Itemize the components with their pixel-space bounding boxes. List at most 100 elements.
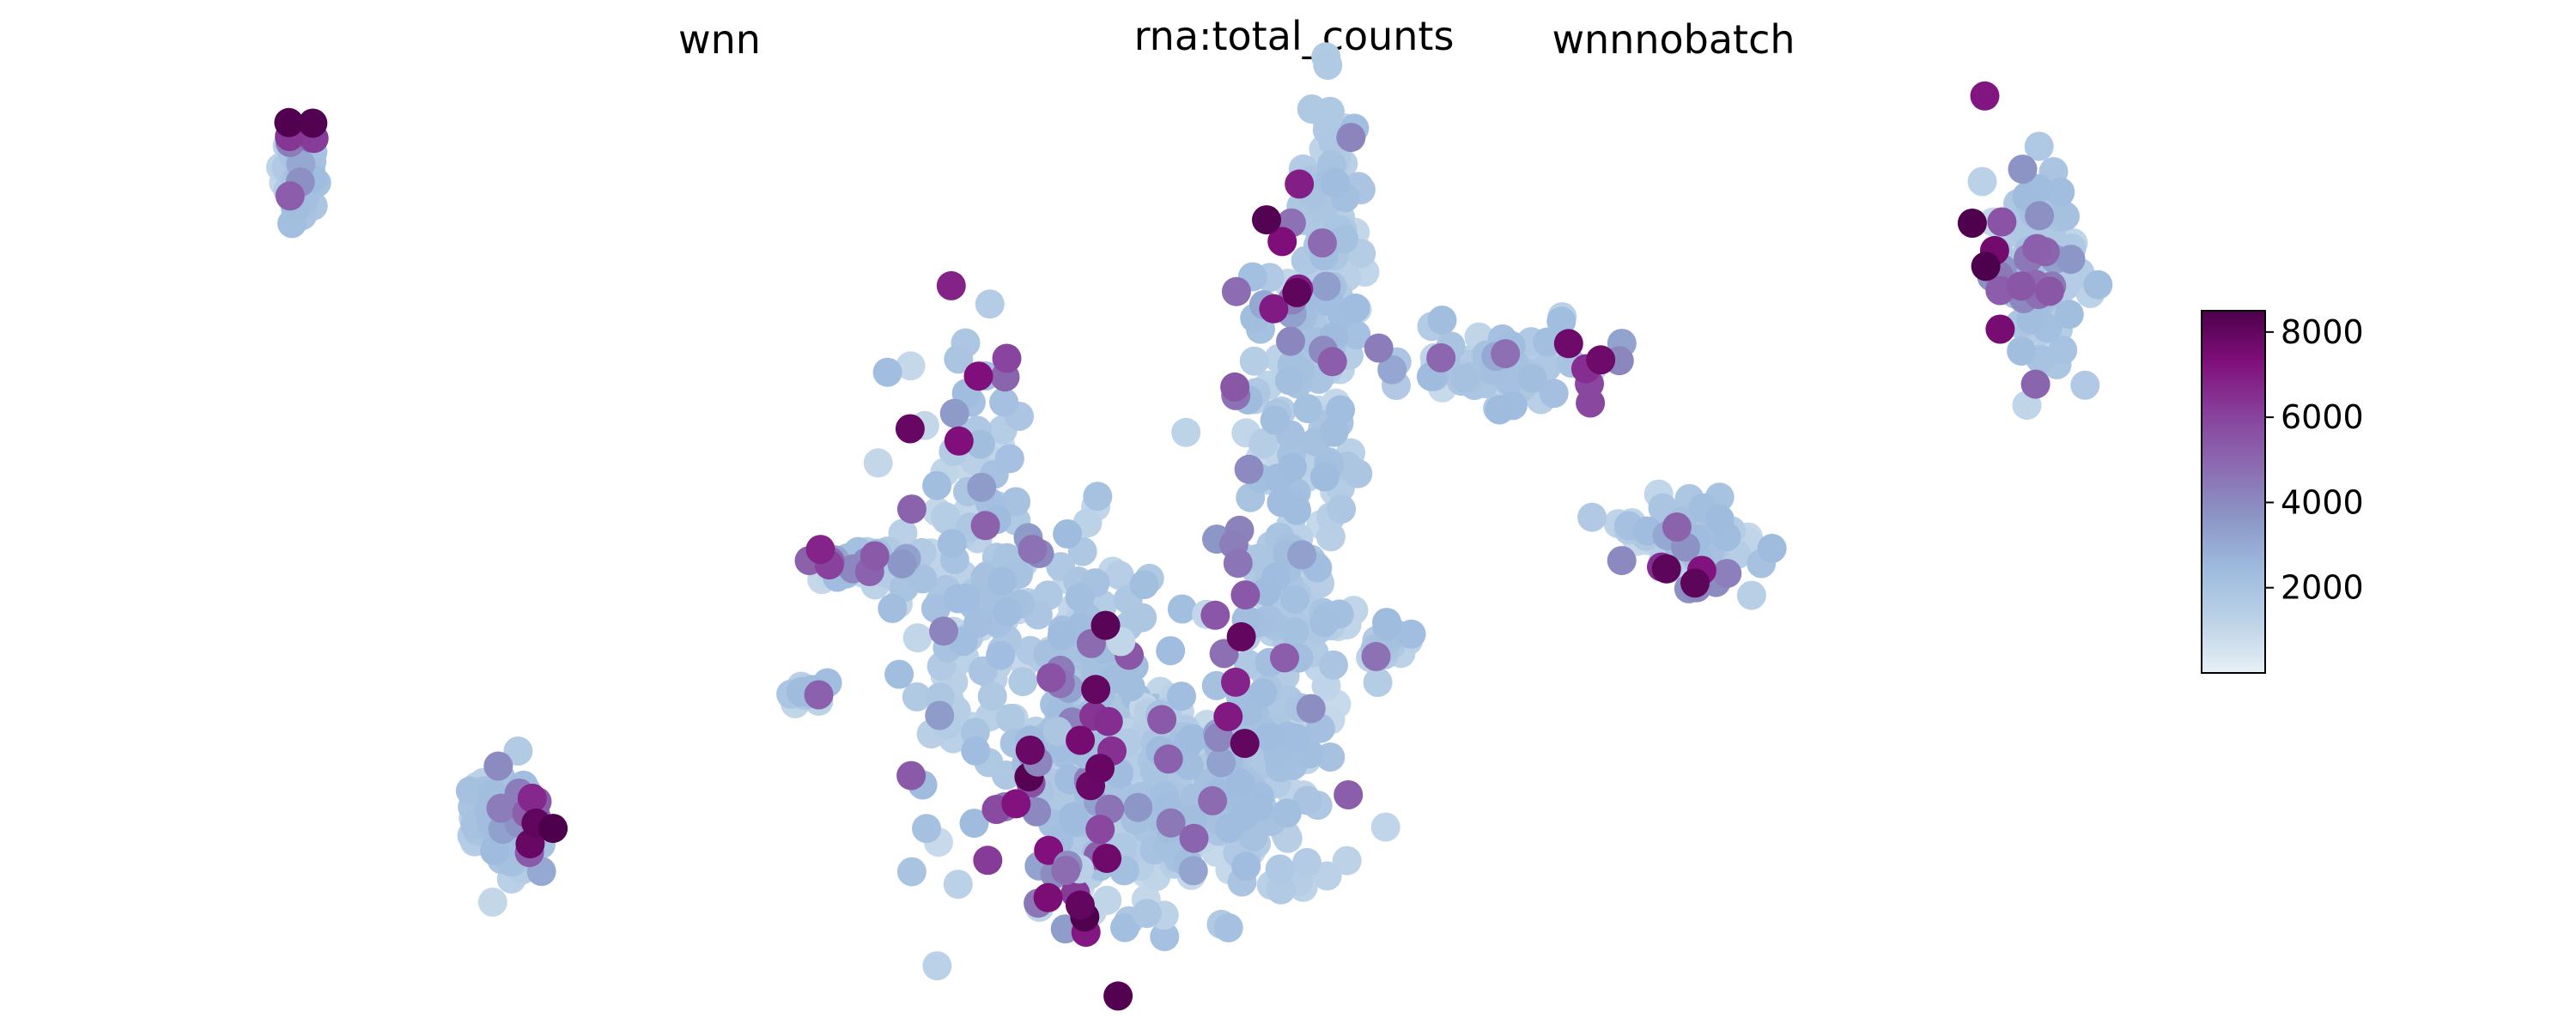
scatter-panel-wnnnobatch: [1015, 42, 2113, 942]
scatter-point: [1179, 823, 1209, 853]
scatter-point: [961, 736, 991, 766]
scatter-point: [1115, 672, 1145, 702]
scatter-point: [863, 448, 893, 478]
scatter-point: [908, 564, 938, 594]
scatter-point: [1001, 487, 1031, 517]
scatter-point: [995, 703, 1025, 733]
scatter-point: [1315, 522, 1346, 552]
scatter-point: [2056, 245, 2086, 275]
scatter-point: [1223, 548, 1253, 579]
scatter-point: [2045, 177, 2075, 207]
colorbar: 2000 4000 6000 8000: [2201, 310, 2364, 674]
scatter-point: [920, 593, 951, 623]
scatter-point: [1150, 922, 1180, 952]
colorbar-tick-label: 6000: [2281, 398, 2364, 436]
scatter-point: [1206, 748, 1236, 778]
scatter-point: [1081, 675, 1111, 705]
scatter-point: [1517, 363, 1547, 393]
scatter-point: [1363, 668, 1393, 697]
scatter-point: [1427, 306, 1457, 335]
scatter-point: [1110, 912, 1139, 942]
scatter-point: [1259, 294, 1289, 324]
scatter-point: [1287, 540, 1317, 570]
scatter-point: [1340, 293, 1370, 323]
scatter-point: [896, 351, 926, 381]
scatter-point: [967, 472, 997, 502]
scatter-point: [884, 659, 914, 689]
scatter-point: [2008, 154, 2038, 185]
scatter-point: [1065, 890, 1095, 920]
scatter-point: [1309, 608, 1340, 638]
scatter-point: [1491, 339, 1521, 369]
scatter-point: [1132, 899, 1162, 929]
scatter-point: [1704, 504, 1735, 534]
scatter-point: [1272, 798, 1302, 828]
scatter-point: [1178, 856, 1208, 886]
scatter-point: [944, 426, 974, 456]
scatter-point: [1047, 621, 1077, 651]
scatter-point: [951, 583, 981, 613]
scatter-point: [1229, 802, 1259, 832]
scatter-point: [939, 398, 969, 428]
colorbar-gradient: [2202, 311, 2265, 673]
scatter-point: [1292, 848, 1321, 877]
scatter-point: [1607, 546, 1637, 576]
scatter-point: [1282, 277, 1312, 307]
scatter-point: [860, 541, 890, 571]
scatter-point: [1239, 346, 1269, 376]
scatter-point: [1092, 885, 1122, 915]
scatter-point: [973, 845, 1003, 876]
scatter-point: [986, 640, 1016, 670]
scatter-point: [1249, 427, 1279, 457]
scatter-point: [1085, 815, 1115, 845]
scatter-point: [987, 566, 1017, 597]
scatter-point: [1651, 554, 1681, 584]
scatter-point: [896, 760, 927, 791]
colorbar-tick-label: 8000: [2281, 313, 2364, 351]
scatter-point: [1127, 603, 1157, 633]
scatter-point: [2054, 300, 2084, 330]
scatter-point: [1332, 845, 1362, 876]
colorbar-frame: [2201, 310, 2266, 674]
scatter-point: [2006, 271, 2036, 301]
scatter-point: [1361, 641, 1391, 671]
scatter-point: [1662, 512, 1692, 542]
scatter-point: [925, 700, 955, 730]
scatter-point: [1059, 802, 1088, 832]
scatter-point: [1147, 705, 1177, 735]
scatter-point: [1265, 854, 1295, 884]
scatter-point: [1230, 729, 1260, 759]
scatter-point: [1309, 462, 1340, 492]
scatter-point: [1372, 611, 1402, 641]
scatter-point: [943, 869, 973, 900]
scatter-point: [1129, 570, 1159, 600]
scatter-point: [1220, 372, 1250, 402]
scatter-point: [1091, 610, 1121, 640]
scatter-point: [1296, 694, 1326, 724]
scatter-point: [1015, 736, 1045, 765]
scatter-point: [2007, 336, 2037, 366]
scatter-point: [1757, 533, 1787, 563]
scatter-point: [1336, 123, 1366, 153]
scatter-point: [805, 535, 835, 565]
colorbar-tick-label: 4000: [2281, 483, 2364, 521]
scatter-point: [1171, 417, 1201, 447]
scatter-point: [503, 736, 533, 766]
scatter-point: [1317, 347, 1347, 377]
scatter-point: [922, 470, 952, 500]
scatter-point: [977, 682, 1007, 712]
scatter-point: [1967, 167, 1997, 197]
scatter-point: [1252, 205, 1281, 235]
scatter-point: [2025, 201, 2055, 231]
scatter-point: [1321, 168, 1350, 198]
scatter-point: [975, 289, 1005, 319]
scatter-point: [1260, 405, 1290, 435]
scatter-point: [1001, 789, 1031, 819]
scatter-point: [1736, 580, 1766, 610]
scatter-point: [1308, 228, 1337, 258]
scatter-point: [1226, 621, 1256, 651]
scatter-point: [1153, 744, 1183, 774]
scatter-point: [944, 344, 974, 374]
scatter-point: [1285, 169, 1315, 199]
scatter-point: [1033, 882, 1063, 912]
